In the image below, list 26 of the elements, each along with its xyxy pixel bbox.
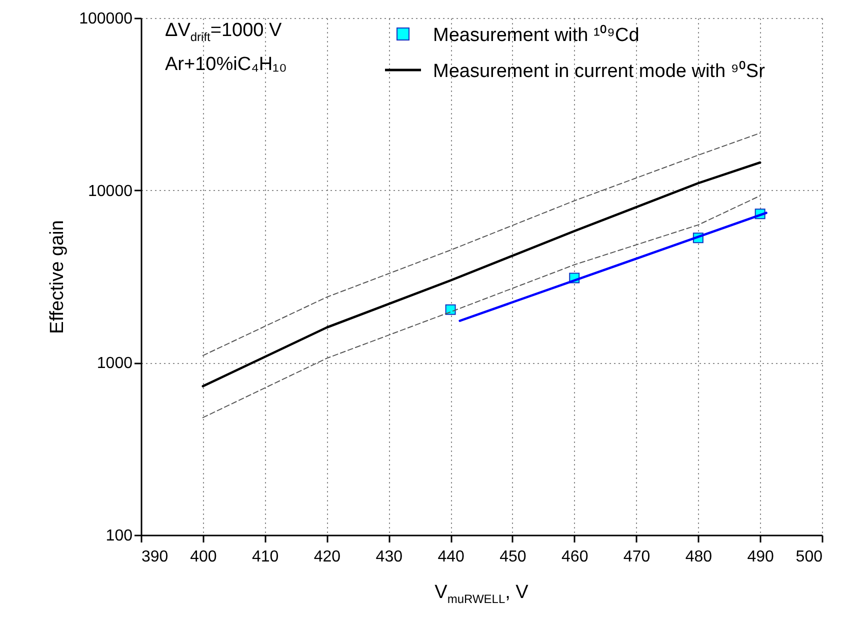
x-tick-label: 410 <box>252 548 279 566</box>
x-tick-label: 450 <box>500 548 526 566</box>
x-tick-label: 470 <box>623 548 650 566</box>
annotation: ΔV$_{drift}$=1000 V <box>165 20 282 44</box>
legend-label: Measurement in current mode with ⁹⁰Sr <box>433 60 765 83</box>
line-series <box>202 161 762 388</box>
y-tick-label: 100000 <box>79 10 133 28</box>
x-axis-title: V$_{muRWELL}$, V <box>434 582 530 606</box>
x-tick-label: 480 <box>685 548 712 566</box>
annotation: Ar+10%iC₄H₁₀ <box>165 54 287 77</box>
x-tick-label: 500 <box>796 548 823 566</box>
x-tick-label: 420 <box>314 548 341 566</box>
x-tick-label: 440 <box>438 548 464 566</box>
legend-label: Measurement with ¹⁰⁹Cd <box>433 24 640 47</box>
y-tick-label: 10000 <box>88 182 133 200</box>
x-tick-label: 400 <box>190 548 217 566</box>
y-tick-label: 1000 <box>96 355 133 372</box>
y-axis-title: Effective gain <box>47 220 68 334</box>
x-tick-label: 430 <box>376 548 403 566</box>
x-tick-label: 390 <box>142 548 168 566</box>
point <box>445 304 456 315</box>
line-series <box>202 195 761 418</box>
x-tick-label: 460 <box>562 548 588 566</box>
y-tick-label: 100 <box>106 528 133 544</box>
x-tick-label: 490 <box>747 548 774 566</box>
line-series <box>202 132 761 356</box>
